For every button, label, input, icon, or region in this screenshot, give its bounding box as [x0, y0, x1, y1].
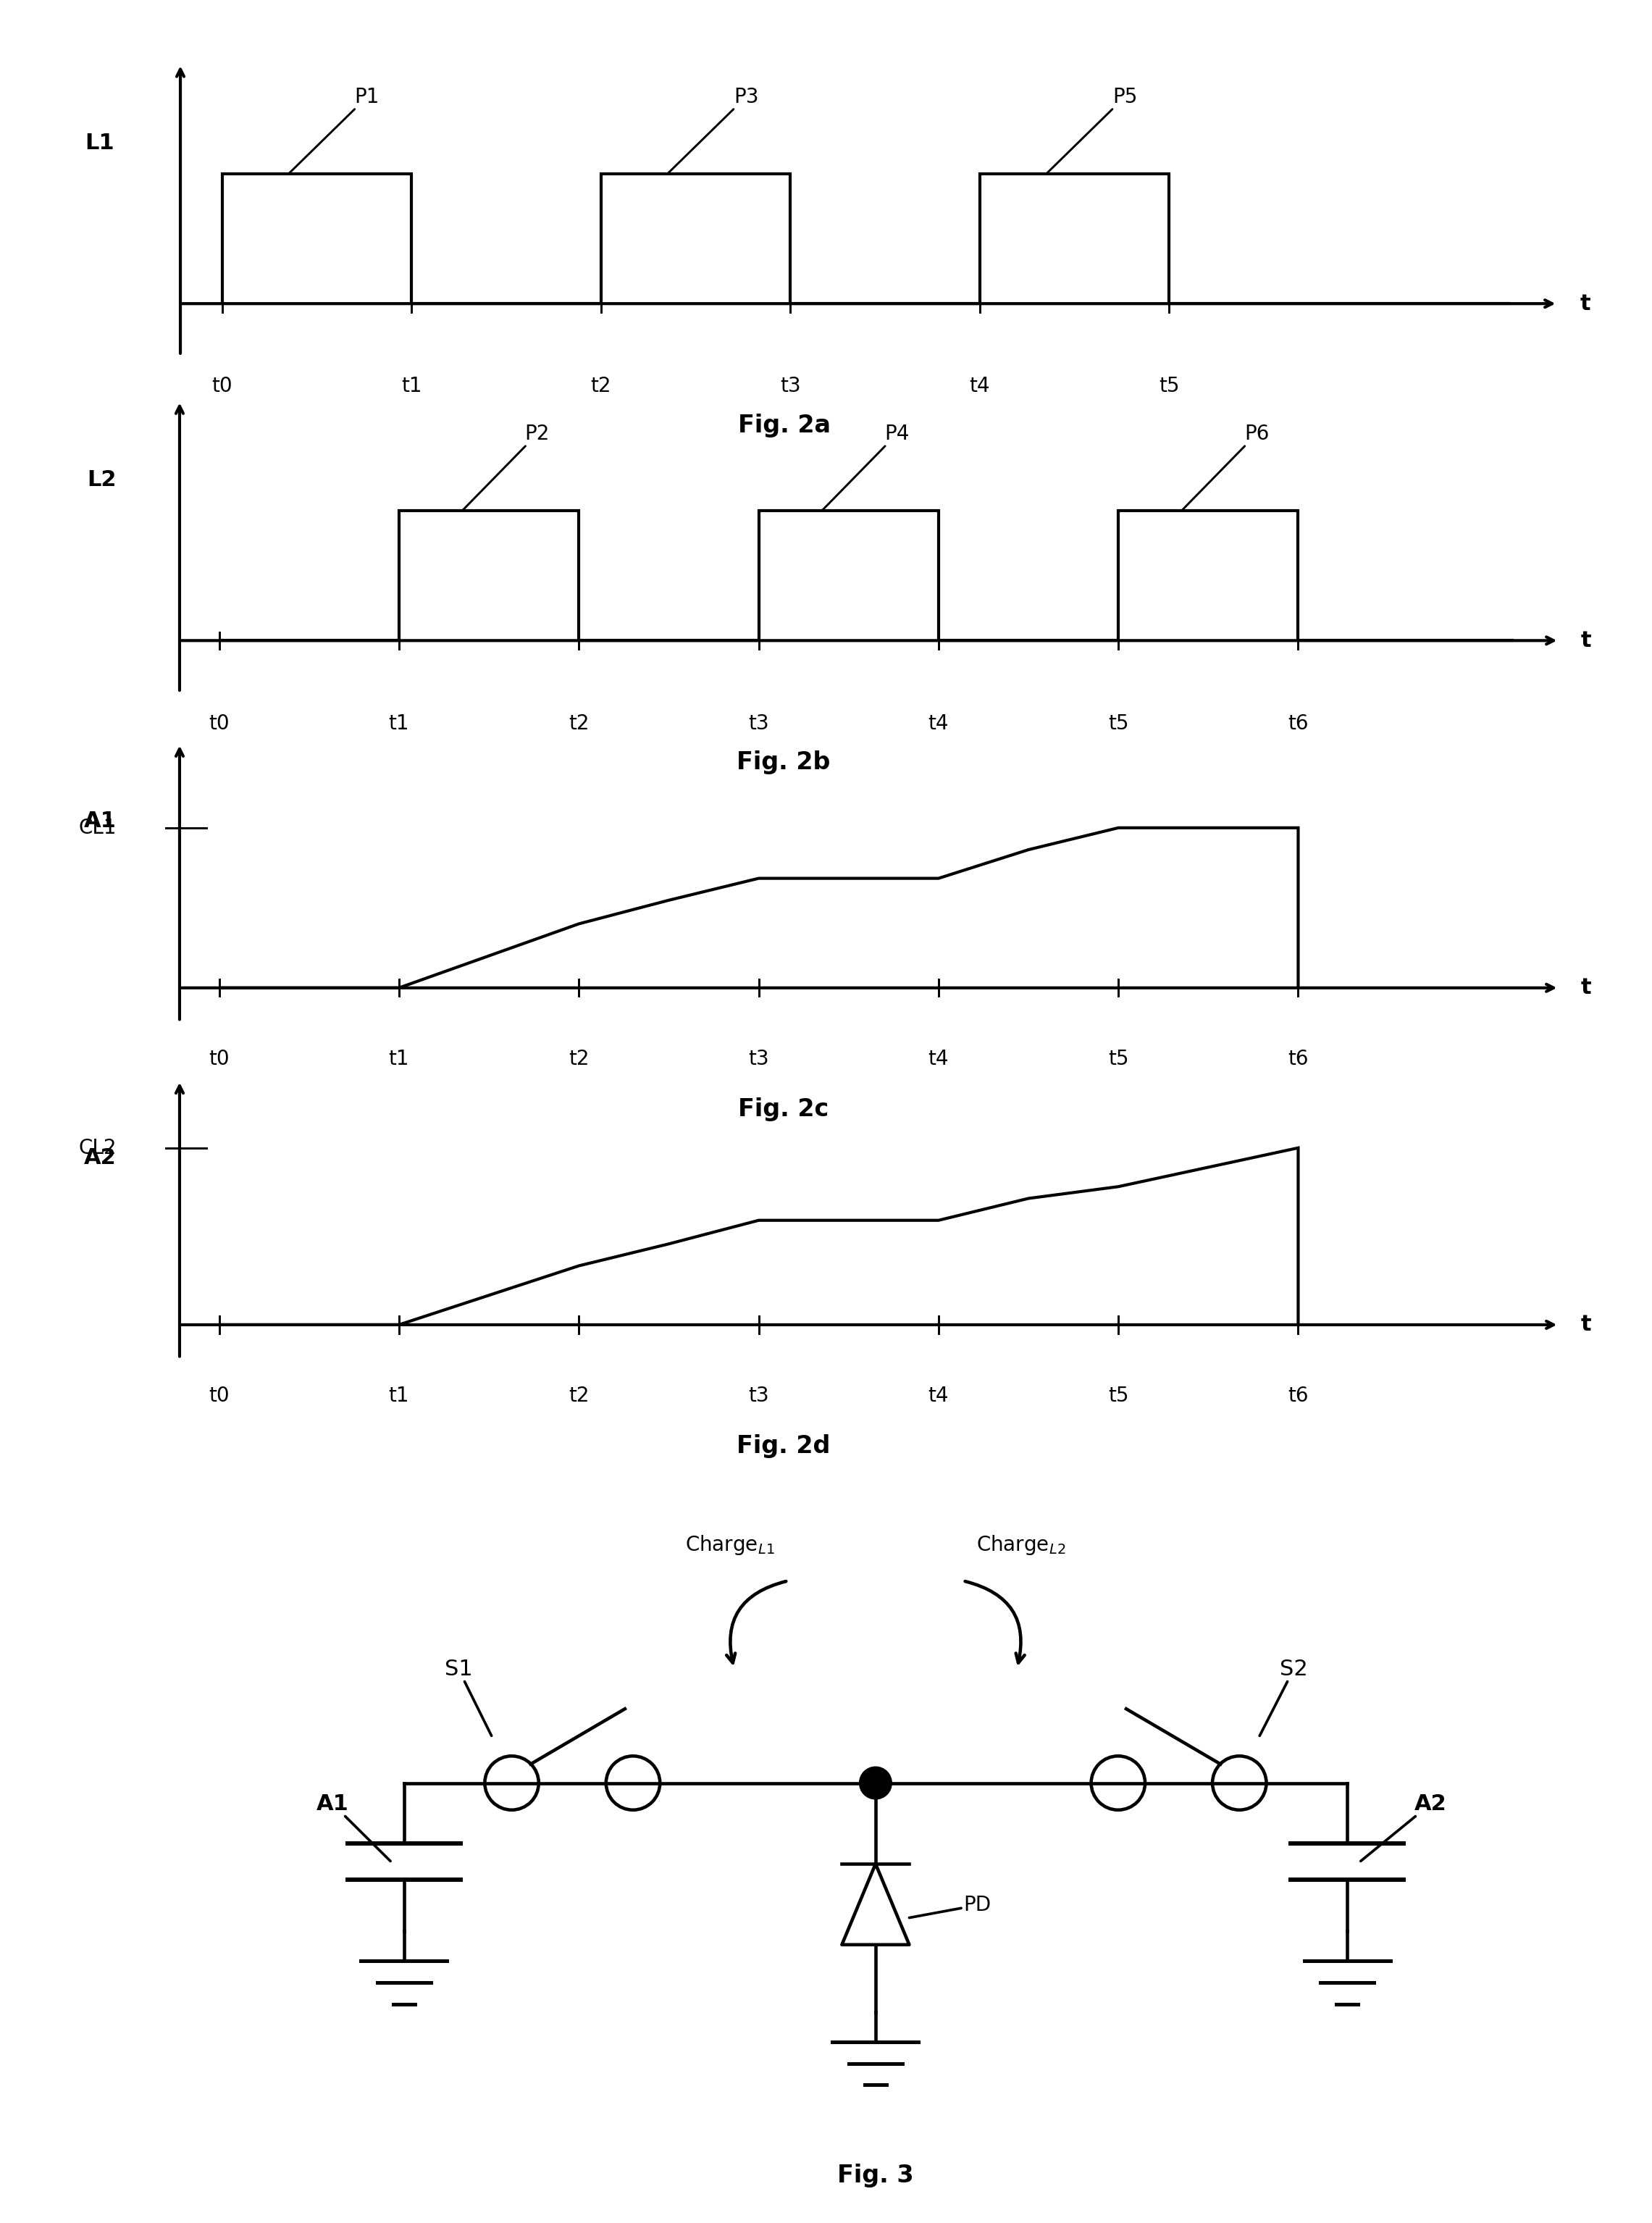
Text: A2: A2: [84, 1147, 117, 1167]
Text: t3: t3: [780, 376, 801, 396]
Text: t5: t5: [1158, 376, 1180, 396]
Text: Fig. 2d: Fig. 2d: [737, 1434, 831, 1458]
Text: t6: t6: [1289, 1385, 1308, 1405]
Text: t6: t6: [1289, 1049, 1308, 1069]
Text: t4: t4: [928, 1049, 948, 1069]
Text: t5: t5: [1108, 1049, 1128, 1069]
Text: A1: A1: [316, 1794, 390, 1861]
Text: PD: PD: [909, 1894, 991, 1918]
Text: Fig. 2b: Fig. 2b: [737, 751, 831, 774]
Text: t4: t4: [970, 376, 990, 396]
Text: t4: t4: [928, 714, 948, 734]
Text: S2: S2: [1259, 1658, 1308, 1736]
Text: t5: t5: [1108, 1385, 1128, 1405]
Text: t0: t0: [208, 1049, 230, 1069]
Text: t2: t2: [568, 714, 590, 734]
Text: Charge$_{L2}$: Charge$_{L2}$: [976, 1534, 1066, 1556]
Text: P1: P1: [289, 87, 380, 173]
Text: t0: t0: [208, 1385, 230, 1405]
Text: t: t: [1581, 293, 1591, 313]
Text: P6: P6: [1181, 425, 1269, 511]
Text: t3: t3: [748, 1049, 770, 1069]
Text: t5: t5: [1108, 714, 1128, 734]
Text: t0: t0: [208, 714, 230, 734]
Text: t2: t2: [568, 1049, 590, 1069]
Text: t3: t3: [748, 1385, 770, 1405]
Text: t0: t0: [211, 376, 233, 396]
Text: t: t: [1581, 1314, 1591, 1336]
Text: t2: t2: [590, 376, 611, 396]
Text: CL2: CL2: [79, 1138, 117, 1158]
Text: L2: L2: [88, 469, 117, 491]
Circle shape: [859, 1767, 892, 1798]
Text: L1: L1: [84, 133, 114, 153]
Text: t6: t6: [1289, 714, 1308, 734]
Text: t2: t2: [568, 1385, 590, 1405]
Text: t: t: [1581, 629, 1591, 651]
Text: t3: t3: [748, 714, 770, 734]
Text: t1: t1: [401, 376, 421, 396]
Text: A1: A1: [84, 809, 117, 831]
Text: CL1: CL1: [79, 818, 117, 838]
Text: P4: P4: [821, 425, 910, 511]
Text: Fig. 2a: Fig. 2a: [738, 413, 831, 438]
Text: P3: P3: [667, 87, 758, 173]
Text: P5: P5: [1046, 87, 1137, 173]
Text: t4: t4: [928, 1385, 948, 1405]
Text: Fig. 3: Fig. 3: [838, 2163, 914, 2187]
Text: S1: S1: [444, 1658, 492, 1736]
Text: P2: P2: [463, 425, 550, 511]
Text: t1: t1: [388, 1385, 410, 1405]
Text: t1: t1: [388, 714, 410, 734]
Text: t1: t1: [388, 1049, 410, 1069]
Text: Fig. 2c: Fig. 2c: [738, 1098, 829, 1120]
Text: t: t: [1581, 978, 1591, 998]
Text: A2: A2: [1361, 1794, 1447, 1861]
Text: Charge$_{L1}$: Charge$_{L1}$: [686, 1534, 775, 1556]
